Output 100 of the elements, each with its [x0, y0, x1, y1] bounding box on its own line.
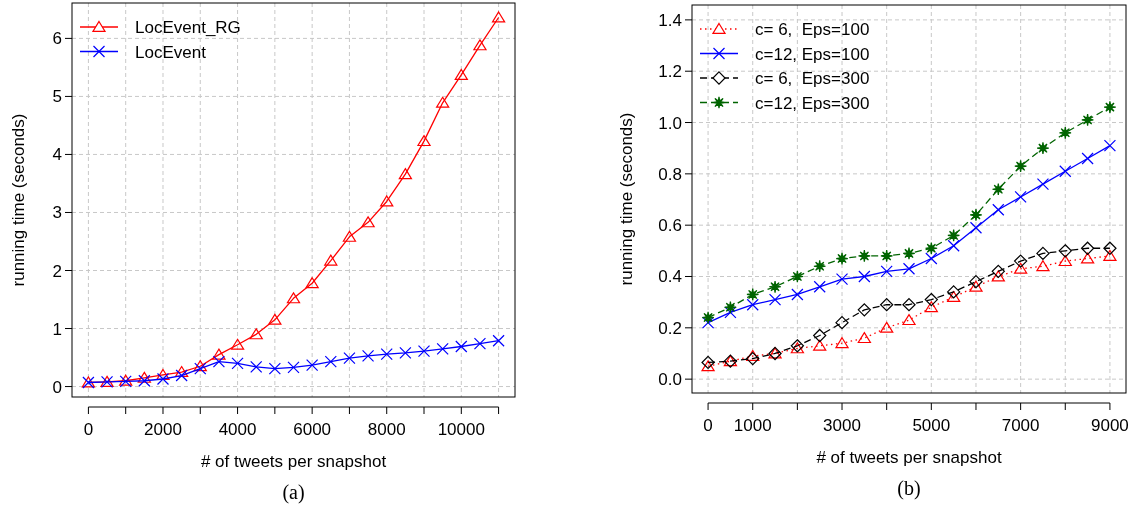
point [1103, 100, 1117, 114]
point [947, 229, 961, 242]
point [249, 328, 263, 340]
legend-label: c=12, Eps=100 [755, 44, 870, 64]
point [701, 360, 715, 372]
x-tick-label: 0 [703, 416, 713, 435]
point [138, 374, 151, 387]
point [746, 298, 759, 311]
point [156, 372, 170, 386]
point [286, 292, 301, 304]
point [924, 241, 938, 255]
x-tick-label: 0 [83, 420, 94, 439]
point [417, 135, 431, 147]
point [455, 340, 468, 353]
point [324, 355, 337, 368]
point [287, 361, 300, 374]
point [137, 371, 151, 383]
point [835, 272, 849, 286]
point [1058, 126, 1072, 140]
point [947, 239, 960, 252]
point [361, 349, 375, 362]
point [436, 96, 450, 108]
y-tick-label: 4 [52, 145, 62, 165]
point [880, 265, 893, 278]
y-tick-label: 1.0 [658, 113, 682, 133]
point [473, 39, 487, 51]
point [746, 349, 760, 362]
y-tick-label: 0.8 [658, 164, 682, 184]
point [924, 301, 938, 313]
x-tick-label: 10000 [437, 420, 485, 439]
point [231, 357, 244, 370]
point [1080, 252, 1095, 264]
y-tick-label: 6 [52, 29, 62, 49]
point [902, 262, 916, 275]
point [156, 368, 170, 380]
point [768, 280, 782, 294]
point [1036, 178, 1050, 191]
point [880, 298, 894, 312]
point [813, 259, 827, 273]
point [857, 303, 871, 317]
point [969, 208, 983, 222]
point [835, 316, 849, 330]
point [991, 270, 1005, 282]
point [380, 195, 394, 207]
y-tick-label: 0 [52, 377, 62, 397]
point [947, 285, 961, 299]
point [1081, 113, 1094, 127]
point [813, 280, 826, 293]
point [724, 300, 737, 314]
point [1103, 249, 1117, 261]
point [1036, 246, 1050, 261]
point [380, 347, 393, 361]
legend-label: c=12, Eps=300 [755, 93, 870, 113]
point [925, 252, 938, 265]
x-tick-label: 9000 [1091, 416, 1129, 435]
point [306, 358, 319, 372]
legend-label: c= 6, Eps=100 [755, 20, 870, 39]
point [902, 247, 916, 260]
point [1036, 260, 1050, 272]
point [1059, 165, 1072, 178]
legend-label: LocEvent [135, 42, 207, 62]
point [1014, 190, 1027, 204]
x-tick-label: 2000 [144, 420, 182, 439]
point [835, 252, 849, 265]
point [991, 182, 1005, 196]
point [417, 345, 431, 358]
x-tick-label: 7000 [1001, 416, 1040, 435]
text: (b) [897, 477, 921, 500]
point [858, 270, 871, 283]
x-tick-label: 3000 [823, 416, 861, 435]
point [1103, 241, 1117, 255]
x-tick-label: 4000 [218, 420, 257, 439]
x-tick-label: 6000 [293, 420, 332, 439]
point [1081, 152, 1094, 165]
point [1013, 262, 1028, 274]
point [724, 306, 737, 319]
y-tick-label: 0.4 [658, 267, 682, 287]
point [924, 292, 938, 307]
point [324, 254, 338, 266]
point [857, 249, 871, 263]
point [880, 321, 894, 333]
point [174, 365, 189, 378]
point [175, 369, 188, 382]
point [992, 203, 1005, 216]
point [361, 216, 375, 228]
point [454, 68, 468, 80]
point [491, 11, 506, 23]
point [969, 274, 983, 289]
y-tick-label: 2 [52, 261, 62, 281]
point [1014, 159, 1027, 173]
point [701, 316, 715, 329]
x-tick-label: 8000 [367, 420, 406, 439]
y-tick-label: 0.2 [658, 318, 682, 338]
point [399, 346, 412, 359]
point [230, 338, 245, 350]
point [212, 355, 226, 368]
point [701, 311, 715, 324]
point [1058, 255, 1072, 267]
legend-label: c= 6, Eps=300 [755, 69, 870, 88]
x-axis-title: # of tweets per snapshot [816, 448, 1002, 467]
